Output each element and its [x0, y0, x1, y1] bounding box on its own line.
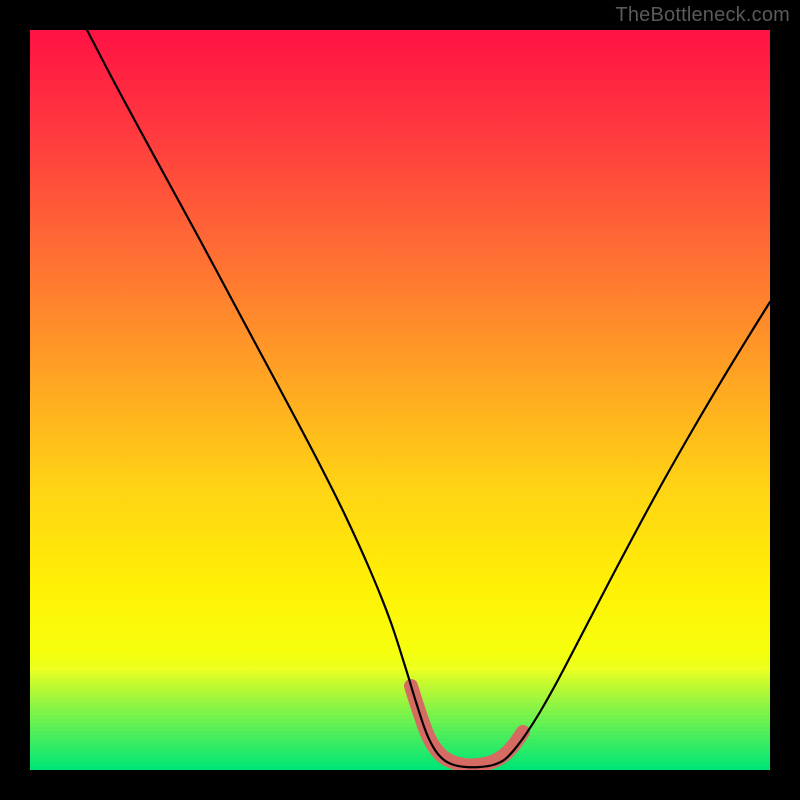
gradient-band — [30, 718, 770, 722]
gradient-band — [30, 746, 770, 750]
chart-stage: TheBottleneck.com — [0, 0, 800, 800]
gradient-band — [30, 762, 770, 766]
gradient-band — [30, 690, 770, 694]
gradient-band — [30, 682, 770, 686]
gradient-band — [30, 706, 770, 710]
green-bands — [30, 666, 770, 770]
gradient-band — [30, 722, 770, 726]
plot-area — [30, 30, 770, 770]
gradient-band — [30, 750, 770, 754]
gradient-band — [30, 738, 770, 742]
gradient-band — [30, 710, 770, 714]
gradient-band — [30, 758, 770, 762]
gradient-band — [30, 666, 770, 670]
gradient-band — [30, 698, 770, 702]
gradient-band — [30, 734, 770, 738]
gradient-band — [30, 714, 770, 718]
gradient-band — [30, 730, 770, 734]
gradient-band — [30, 702, 770, 706]
watermark-text: TheBottleneck.com — [615, 4, 790, 27]
gradient-band — [30, 670, 770, 674]
gradient-band — [30, 686, 770, 690]
gradient-band — [30, 694, 770, 698]
gradient-band — [30, 726, 770, 730]
gradient-band — [30, 674, 770, 678]
gradient-band — [30, 742, 770, 746]
gradient-band-bottom — [30, 766, 770, 770]
chart-svg — [0, 0, 800, 800]
gradient-background — [30, 30, 770, 770]
gradient-band — [30, 754, 770, 758]
gradient-band — [30, 678, 770, 682]
